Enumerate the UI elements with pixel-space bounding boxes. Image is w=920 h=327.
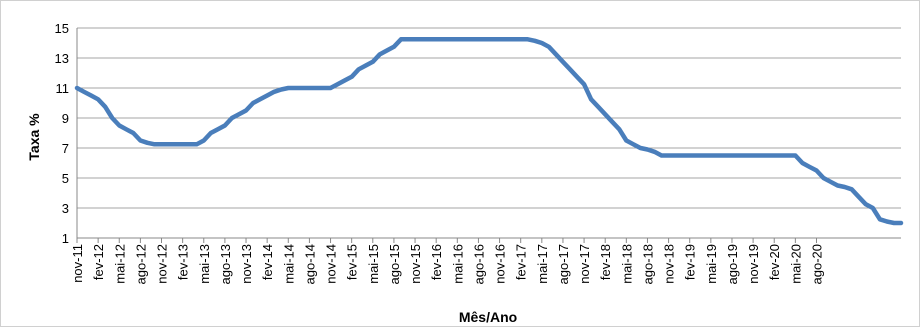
x-tick-label: nov-12 xyxy=(155,244,170,284)
y-tick-label: 9 xyxy=(62,111,69,126)
x-tick-label: mai-14 xyxy=(281,244,296,284)
x-tick-label: mai-19 xyxy=(704,244,719,284)
x-tick-label: fev-18 xyxy=(598,244,613,280)
x-tick-label: ago-19 xyxy=(725,244,740,284)
y-tick-label: 7 xyxy=(62,141,69,156)
x-tick-label: nov-14 xyxy=(324,244,339,284)
x-tick-label: nov-19 xyxy=(746,244,761,284)
x-tick-label: ago-14 xyxy=(302,244,317,284)
x-tick-label: mai-20 xyxy=(788,244,803,284)
x-tick-label: nov-11 xyxy=(70,244,85,283)
x-tick-label: fev-13 xyxy=(176,244,191,280)
x-tick-label: ago-12 xyxy=(133,244,148,284)
x-tick-label: fev-20 xyxy=(767,244,782,280)
gridlines xyxy=(76,27,901,239)
y-tick-label: 3 xyxy=(62,201,69,216)
x-tick-label: mai-16 xyxy=(450,244,465,284)
x-tick-label: mai-12 xyxy=(112,244,127,284)
x-tick-label: fev-19 xyxy=(683,244,698,280)
x-tick-label: ago-18 xyxy=(640,244,655,284)
y-tick-label: 13 xyxy=(55,51,69,66)
x-tick-label: nov-16 xyxy=(493,244,508,284)
series-layer xyxy=(74,37,904,226)
y-tick-label: 11 xyxy=(56,81,70,96)
x-axis: nov-11 fev-12 mai-12 ago-12 nov-12 fev-13 mai-… xyxy=(70,238,824,284)
y-tick-label: 1 xyxy=(62,231,69,246)
y-axis-title: Taxa % xyxy=(26,113,42,161)
x-axis-title: Mês/Ano xyxy=(459,309,517,325)
series-line xyxy=(74,37,904,226)
x-tick-label: nov-17 xyxy=(577,244,592,284)
x-tick-label: mai-18 xyxy=(619,244,634,284)
x-tick-label: ago-16 xyxy=(471,244,486,284)
x-tick-label: ago-20 xyxy=(809,244,824,284)
y-tick-label: 15 xyxy=(55,21,69,36)
x-tick-label: mai-15 xyxy=(366,244,381,284)
x-tick-label: fev-12 xyxy=(91,244,106,280)
x-tick-label: ago-17 xyxy=(556,244,571,284)
y-tick-label: 5 xyxy=(62,171,69,186)
x-tick-label: nov-15 xyxy=(408,244,423,284)
x-tick-label: mai-13 xyxy=(197,244,212,284)
x-tick-label: fev-15 xyxy=(345,244,360,280)
x-tick-label: fev-17 xyxy=(514,244,529,280)
x-tick-label: fev-14 xyxy=(260,244,275,280)
x-tick-label: ago-15 xyxy=(387,244,402,284)
x-tick-label: fev-16 xyxy=(429,244,444,280)
x-tick-label: mai-17 xyxy=(535,244,550,284)
x-tick-label: nov-18 xyxy=(662,244,677,284)
x-tick-label: ago-13 xyxy=(218,244,233,284)
x-tick-label: nov-13 xyxy=(239,244,254,284)
